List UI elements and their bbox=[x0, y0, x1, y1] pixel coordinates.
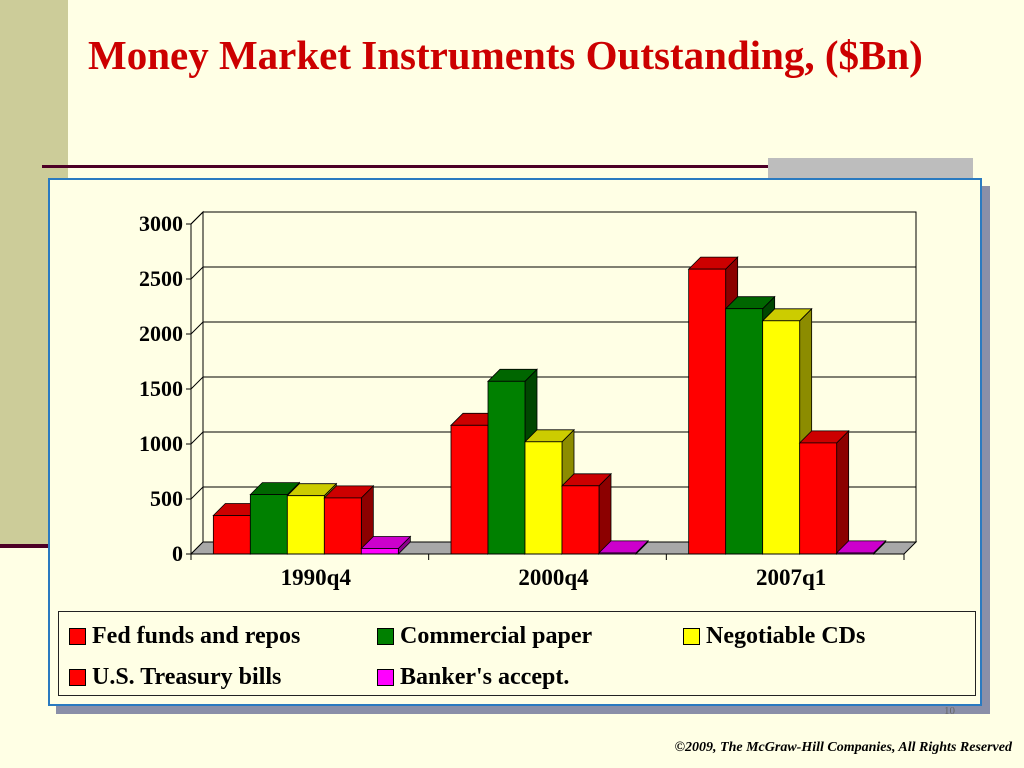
left-divider bbox=[0, 544, 48, 548]
legend-item-commercial-paper: Commercial paper bbox=[377, 622, 592, 650]
slide-title: Money Market Instruments Outstanding, ($… bbox=[88, 32, 923, 78]
legend-item-fed-funds: Fed funds and repos bbox=[69, 622, 300, 650]
copyright-footer: ©2009, The McGraw-Hill Companies, All Ri… bbox=[674, 740, 1012, 755]
gridline-side bbox=[190, 376, 204, 390]
bar bbox=[798, 429, 850, 555]
bar bbox=[598, 539, 649, 555]
legend-item-treasury-bills: U.S. Treasury bills bbox=[69, 663, 281, 691]
y-tick-label: 2000 bbox=[139, 321, 183, 346]
chart-legend: Fed funds and repos Commercial paper Neg… bbox=[58, 611, 976, 696]
legend-swatch bbox=[69, 668, 86, 686]
bar bbox=[561, 472, 612, 555]
legend-swatch bbox=[377, 627, 394, 645]
y-tick-label: 500 bbox=[150, 486, 183, 511]
gridline-side bbox=[190, 211, 204, 225]
legend-swatch bbox=[69, 627, 86, 645]
bar bbox=[835, 539, 887, 555]
x-tick-label: 1990q4 bbox=[281, 565, 352, 590]
legend-label: U.S. Treasury bills bbox=[92, 663, 282, 690]
legend-swatch bbox=[683, 627, 700, 645]
gridline-side bbox=[190, 486, 204, 500]
y-tick-label: 3000 bbox=[139, 211, 183, 236]
y-tick-label: 0 bbox=[172, 541, 183, 566]
title-divider bbox=[42, 165, 770, 168]
gridline-side bbox=[190, 321, 204, 335]
page-number: 10 bbox=[944, 705, 955, 717]
y-tick-label: 2500 bbox=[139, 266, 183, 291]
y-tick-label: 1500 bbox=[139, 376, 183, 401]
bar bbox=[323, 484, 375, 555]
legend-item-negotiable-cds: Negotiable CDs bbox=[683, 622, 865, 650]
legend-item-bankers-accept: Banker's accept. bbox=[377, 663, 569, 691]
gridline-side bbox=[190, 266, 204, 280]
legend-label: Negotiable CDs bbox=[706, 622, 866, 649]
legend-label: Fed funds and repos bbox=[92, 622, 301, 649]
bar bbox=[360, 535, 412, 555]
gridline-side bbox=[190, 431, 204, 445]
x-tick-label: 2007q1 bbox=[756, 565, 826, 590]
legend-swatch bbox=[377, 668, 394, 686]
legend-label: Commercial paper bbox=[400, 622, 593, 649]
legend-label: Banker's accept. bbox=[400, 663, 570, 690]
x-tick-label: 2000q4 bbox=[518, 565, 589, 590]
y-tick-label: 1000 bbox=[139, 431, 183, 456]
decor-tab bbox=[768, 158, 973, 180]
